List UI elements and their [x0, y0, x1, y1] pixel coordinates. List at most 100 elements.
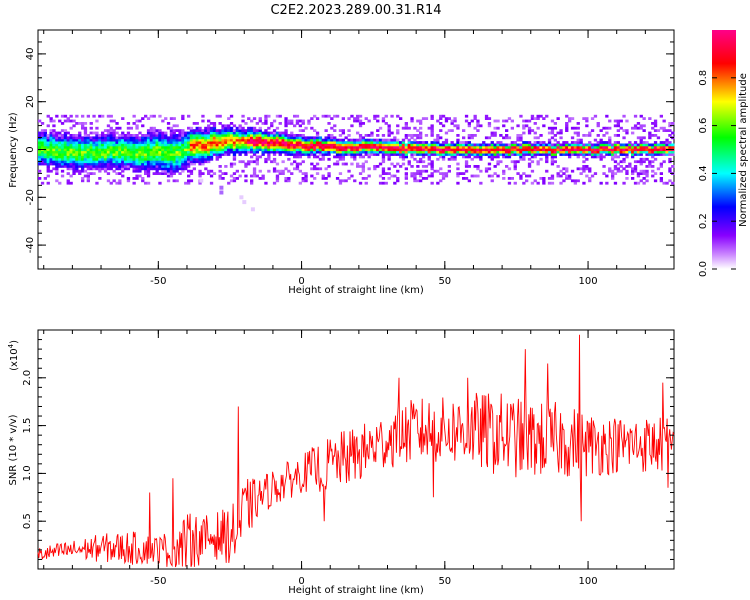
heatmap-cell [175, 129, 179, 132]
heatmap-cell [169, 157, 174, 161]
heatmap-cell [633, 150, 638, 154]
heatmap-cell [247, 126, 251, 130]
heatmap-cell [161, 143, 165, 147]
heatmap-cell [121, 160, 125, 164]
heatmap-cell [238, 131, 242, 135]
heatmap-cell [439, 114, 443, 118]
heatmap-cell [396, 179, 400, 183]
heatmap-cell [502, 172, 506, 175]
heatmap-cell [218, 169, 222, 173]
heatmap-cell [430, 150, 434, 154]
heatmap-cell [86, 179, 90, 183]
heatmap-cell [164, 155, 168, 159]
heatmap-cell [441, 174, 446, 178]
heatmap-cell [63, 134, 68, 137]
heatmap-cell [631, 172, 635, 175]
spectrogram-x-label: Height of straight line (km) [288, 285, 424, 296]
heatmap-cell [318, 141, 323, 144]
heatmap-cell [659, 177, 663, 180]
heatmap-cell [376, 145, 380, 149]
heatmap-cell [579, 153, 583, 156]
heatmap-cell [40, 181, 45, 185]
heatmap-cell [390, 150, 394, 154]
heatmap-cell [533, 153, 537, 156]
spectrogram-x-ticks: -50 0 50 100 [43, 30, 675, 287]
heatmap-cell [155, 134, 159, 137]
heatmap-cell [270, 150, 274, 154]
heatmap-cell [505, 136, 509, 140]
heatmap-cell [227, 126, 231, 130]
heatmap-cell [295, 122, 300, 125]
heatmap-cell [161, 172, 165, 175]
heatmap-cell [358, 124, 363, 128]
heatmap-cell [393, 174, 397, 178]
heatmap-cell [613, 143, 618, 147]
heatmap-cell [605, 145, 609, 149]
heatmap-cell [631, 126, 635, 130]
heatmap-cell [201, 143, 205, 147]
heatmap-cell [636, 172, 641, 175]
heatmap-cell [164, 138, 168, 142]
heatmap-cell [313, 167, 317, 171]
heatmap-cell [625, 131, 629, 135]
heatmap-cell [149, 155, 153, 159]
heatmap-cell [539, 177, 543, 180]
heatmap-cell [101, 134, 105, 137]
heatmap-cell [330, 141, 334, 144]
heatmap-cell [252, 126, 257, 130]
heatmap-cell [547, 148, 552, 152]
heatmap-cell [141, 177, 145, 180]
heatmap-cell [103, 138, 108, 142]
heatmap-cell [132, 165, 136, 168]
heatmap-cell [662, 153, 666, 156]
heatmap-cell [207, 172, 211, 175]
heatmap-cell [284, 119, 288, 123]
heatmap-cell [459, 153, 463, 156]
heatmap-cell [376, 134, 380, 137]
heatmap-cell [158, 148, 162, 152]
heatmap-cell [112, 160, 116, 164]
x-tick-label: 100 [579, 276, 598, 287]
heatmap-cell [421, 145, 426, 149]
heatmap-cell [169, 141, 174, 144]
heatmap-cell [318, 143, 323, 147]
heatmap-cell [112, 157, 116, 161]
heatmap-cell [252, 148, 257, 152]
heatmap-cell [447, 117, 451, 120]
heatmap-cell [608, 141, 612, 144]
heatmap-cell [539, 134, 543, 137]
heatmap-cell [330, 117, 334, 120]
heatmap-cell [221, 143, 225, 147]
heatmap-cell [464, 114, 469, 118]
heatmap-cell [204, 138, 208, 142]
heatmap-cell [358, 150, 363, 154]
heatmap-cell [476, 148, 480, 152]
heatmap-cell [115, 165, 119, 168]
heatmap-cell [430, 134, 434, 137]
heatmap-cell [121, 157, 125, 161]
heatmap-cell [169, 145, 174, 149]
heatmap-cell [568, 145, 572, 149]
heatmap-cell [315, 131, 320, 135]
heatmap-cell [636, 122, 641, 125]
heatmap-cell [387, 131, 391, 135]
heatmap-cell [135, 157, 139, 161]
heatmap-cell [272, 145, 277, 149]
heatmap-cell [410, 141, 414, 144]
x-tick-label: 0 [298, 276, 304, 287]
heatmap-cell [112, 136, 116, 140]
heatmap-cell [83, 165, 88, 168]
heatmap-cell [545, 155, 549, 159]
heatmap-cell [258, 119, 262, 123]
heatmap-cell [396, 129, 400, 132]
heatmap-cell [218, 155, 222, 159]
heatmap-cell [347, 143, 351, 147]
heatmap-cell [118, 172, 122, 175]
heatmap-cell [175, 167, 179, 171]
heatmap-cell [401, 143, 406, 147]
heatmap-cell [464, 143, 469, 147]
heatmap-cell [419, 169, 423, 173]
heatmap-cell [565, 122, 569, 125]
heatmap-cell [553, 150, 557, 154]
heatmap-cell [304, 179, 308, 183]
